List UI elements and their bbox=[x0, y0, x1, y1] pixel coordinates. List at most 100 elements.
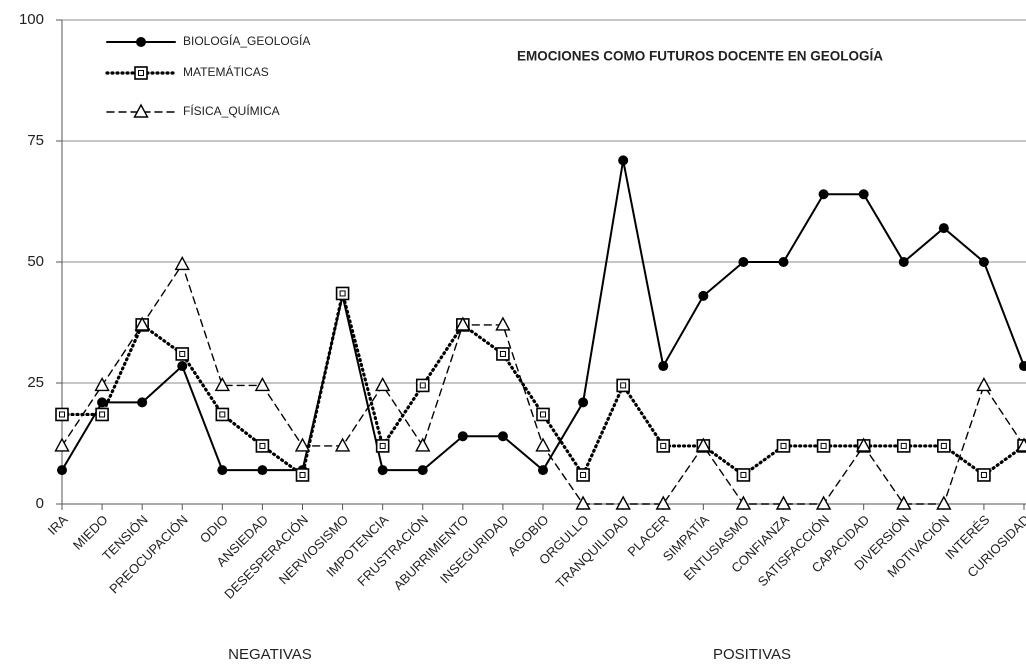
point bbox=[134, 316, 150, 331]
legend-label: FÍSICA_QUÍMICA bbox=[183, 103, 280, 118]
point-inner bbox=[259, 442, 266, 449]
point bbox=[1016, 437, 1026, 452]
x-tick-label: SATISFACCIÓN bbox=[755, 512, 832, 589]
point bbox=[374, 376, 391, 392]
point-inner bbox=[419, 382, 426, 389]
point bbox=[1019, 361, 1026, 372]
point bbox=[776, 439, 791, 453]
point bbox=[896, 495, 912, 510]
point bbox=[976, 376, 992, 392]
y-tick-label: 100 bbox=[19, 11, 44, 28]
point bbox=[94, 376, 110, 392]
point bbox=[55, 407, 69, 422]
point bbox=[335, 286, 350, 301]
group-label: POSITIVAS bbox=[713, 646, 791, 663]
point bbox=[855, 437, 872, 452]
point bbox=[576, 468, 590, 482]
point bbox=[137, 397, 148, 408]
chart-title: EMOCIONES COMO FUTUROS DOCENTE EN GEOLOG… bbox=[517, 49, 883, 64]
point bbox=[618, 155, 629, 166]
point bbox=[174, 255, 190, 271]
point-inner bbox=[580, 471, 587, 478]
point bbox=[775, 495, 792, 510]
point-inner bbox=[499, 350, 506, 357]
point bbox=[217, 465, 228, 476]
point bbox=[698, 290, 709, 301]
legend-marker bbox=[136, 37, 146, 47]
point bbox=[615, 495, 631, 510]
point bbox=[658, 361, 669, 372]
point bbox=[818, 189, 829, 200]
point-inner bbox=[339, 290, 346, 297]
y-tick-label: 75 bbox=[27, 132, 44, 149]
point-inner bbox=[59, 411, 65, 418]
point bbox=[735, 495, 752, 510]
point bbox=[937, 439, 951, 453]
point bbox=[496, 347, 510, 361]
point bbox=[95, 407, 109, 422]
point-inner bbox=[940, 442, 947, 449]
point bbox=[215, 407, 230, 422]
point bbox=[177, 361, 188, 372]
point-inner bbox=[740, 471, 747, 478]
point-inner bbox=[820, 442, 827, 449]
y-tick-label: 25 bbox=[27, 374, 44, 391]
point bbox=[978, 257, 989, 267]
point-inner bbox=[780, 442, 787, 449]
point bbox=[57, 465, 67, 476]
point bbox=[858, 189, 869, 200]
point bbox=[538, 465, 548, 476]
point-inner bbox=[219, 411, 226, 418]
point bbox=[977, 468, 991, 482]
point bbox=[377, 465, 388, 476]
point bbox=[255, 439, 270, 453]
legend-label: MATEMÁTICAS bbox=[183, 64, 269, 79]
point bbox=[816, 439, 831, 453]
point bbox=[738, 257, 749, 267]
point bbox=[254, 376, 271, 392]
point bbox=[736, 468, 751, 482]
point-inner bbox=[620, 382, 627, 389]
point bbox=[656, 439, 671, 453]
point-inner bbox=[980, 471, 987, 478]
point bbox=[257, 465, 268, 476]
point-inner bbox=[138, 70, 144, 76]
series-line bbox=[61, 160, 1025, 472]
point bbox=[616, 378, 630, 393]
point bbox=[578, 397, 589, 408]
x-tick-label: TRANQUILIDAD bbox=[553, 512, 632, 591]
x-tick-label: IRA bbox=[45, 512, 71, 538]
point-inner bbox=[99, 411, 106, 418]
point bbox=[457, 431, 468, 442]
legend-marker bbox=[134, 66, 148, 80]
point bbox=[695, 437, 712, 452]
point bbox=[896, 439, 911, 453]
point bbox=[936, 495, 952, 510]
point bbox=[495, 316, 511, 331]
point bbox=[415, 437, 431, 452]
point-inner bbox=[379, 442, 386, 449]
point-inner bbox=[900, 442, 907, 449]
group-label: NEGATIVAS bbox=[228, 646, 312, 663]
point bbox=[455, 316, 471, 331]
point bbox=[295, 468, 310, 482]
point bbox=[497, 431, 508, 442]
point bbox=[175, 347, 190, 361]
point bbox=[415, 378, 430, 393]
x-tick-label: INSEGURIDAD bbox=[437, 512, 511, 586]
point bbox=[575, 495, 591, 510]
x-tick-label: ODIO bbox=[197, 512, 231, 546]
point bbox=[778, 257, 789, 267]
point bbox=[97, 397, 108, 408]
y-tick-label: 50 bbox=[27, 253, 44, 270]
x-tick-label: FRUSTRACIÓN bbox=[354, 512, 431, 589]
point bbox=[898, 257, 909, 267]
point bbox=[54, 437, 70, 452]
point bbox=[536, 407, 550, 422]
y-tick-label: 0 bbox=[36, 495, 44, 512]
point bbox=[535, 437, 551, 452]
point bbox=[214, 376, 231, 392]
point-inner bbox=[179, 350, 186, 357]
point bbox=[334, 437, 351, 452]
